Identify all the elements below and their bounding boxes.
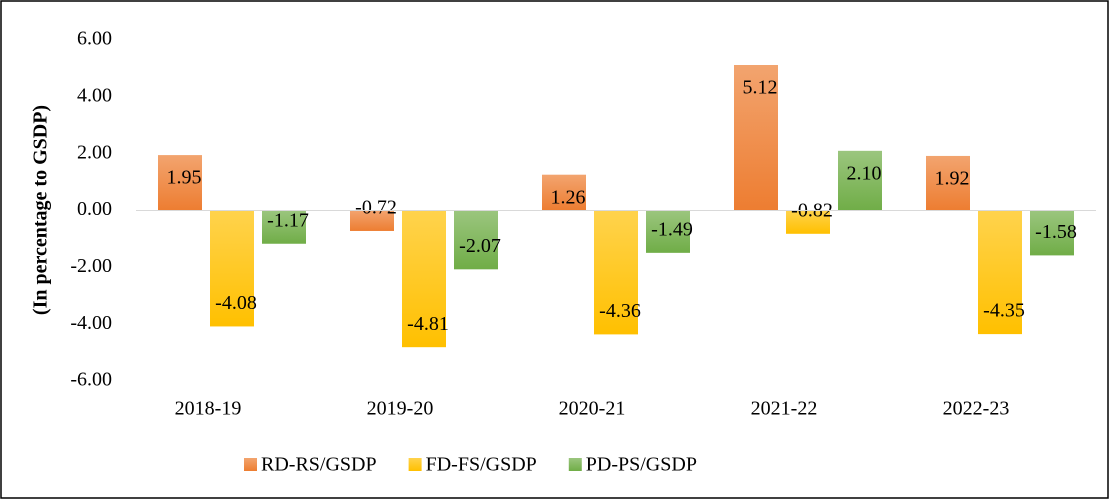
y-tick-label: 2.00 (77, 141, 112, 163)
bar (734, 65, 778, 211)
bar (978, 210, 1022, 335)
y-axis-label: (In percentage to GSDP) (30, 105, 52, 315)
bar (786, 210, 830, 234)
data-label: -1.58 (1035, 221, 1077, 243)
bar (594, 210, 638, 335)
data-label: -2.07 (459, 235, 501, 257)
data-label: -4.08 (215, 292, 257, 314)
x-tick-label: 2020-21 (559, 398, 626, 420)
bar (838, 150, 882, 211)
bar (926, 155, 970, 211)
bar (210, 210, 254, 327)
data-label: 1.92 (935, 168, 970, 190)
y-tick-label: -4.00 (70, 312, 112, 334)
legend-label: PD-PS/GSDP (586, 454, 697, 476)
bar (1030, 210, 1074, 256)
bar (454, 210, 498, 270)
bar (646, 210, 690, 253)
bar (262, 210, 306, 244)
legend-swatch (408, 458, 422, 471)
data-label: -4.36 (599, 300, 641, 322)
bar (402, 210, 446, 348)
y-tick-label: -6.00 (70, 369, 112, 391)
y-tick-label: 6.00 (77, 28, 112, 50)
bar (542, 174, 586, 211)
bar (158, 155, 202, 211)
legend-swatch (244, 458, 257, 471)
data-label: -4.81 (407, 313, 449, 335)
y-tick-label: 0.00 (77, 198, 112, 220)
x-tick-label: 2019-20 (367, 398, 434, 420)
data-label: -0.72 (355, 197, 397, 219)
x-tick-label: 2022-23 (943, 398, 1010, 420)
legend-swatch (568, 458, 582, 471)
legend-label: RD-RS/GSDP (261, 454, 377, 476)
legend-label: FD-FS/GSDP (426, 454, 537, 476)
data-label: 1.26 (551, 186, 586, 208)
x-tick-label: 2018-19 (175, 398, 242, 420)
data-label: -1.17 (267, 209, 309, 231)
y-tick-label: 4.00 (77, 84, 112, 106)
data-label: 1.95 (167, 167, 202, 189)
bar (350, 210, 394, 231)
data-label: -1.49 (651, 218, 693, 240)
data-label: 2.10 (847, 162, 882, 184)
y-tick-label: -2.00 (70, 255, 112, 277)
data-label: 5.12 (743, 77, 778, 99)
data-label: -4.35 (983, 300, 1025, 322)
x-tick-label: 2021-22 (751, 398, 818, 420)
